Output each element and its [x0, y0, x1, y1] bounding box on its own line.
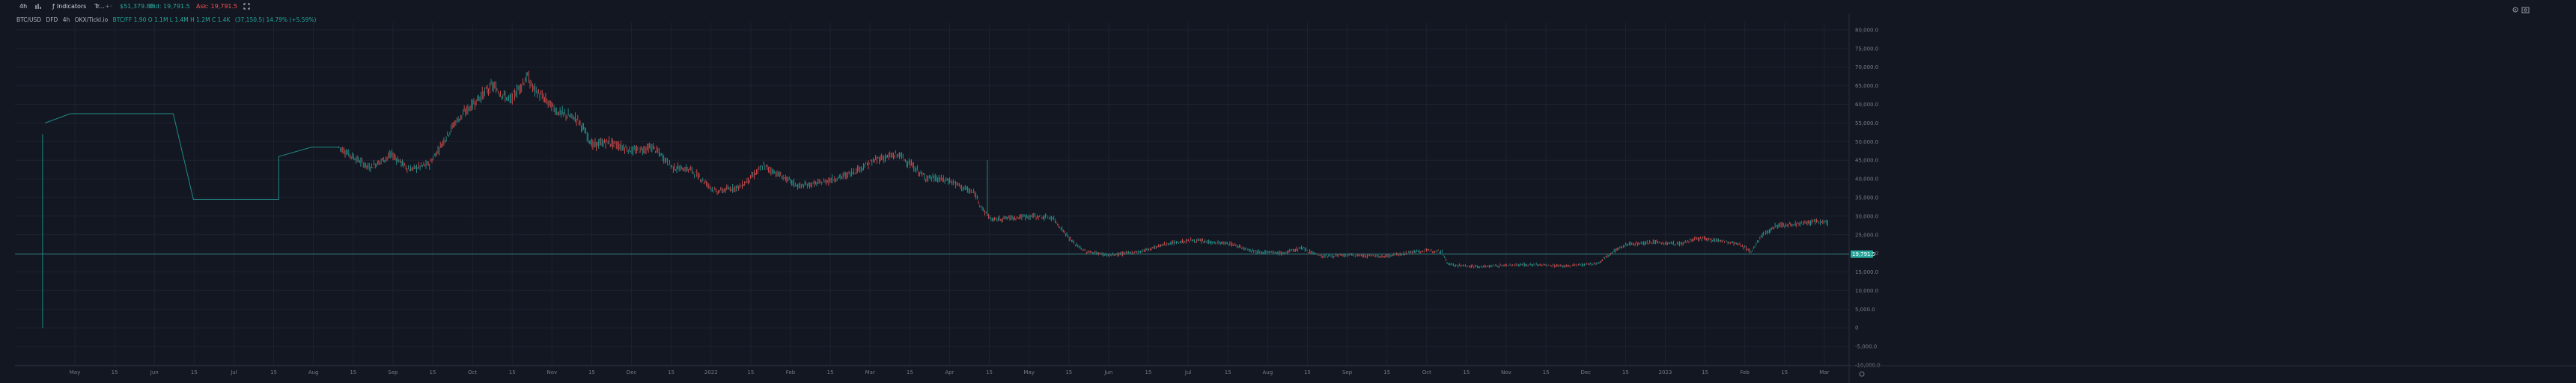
- x-axis-tick-label: 2022: [704, 370, 718, 376]
- chart-legend: BTC/USD DFD 4h OKX/Tickl.io BTC/FF 1.90 …: [16, 16, 319, 24]
- x-axis-tick-label: 15: [1225, 370, 1231, 376]
- target-icon[interactable]: ◦: [109, 3, 113, 10]
- x-axis-tick-label: 15: [509, 370, 516, 376]
- y-axis-tick-label: 70,000.0: [1855, 64, 1878, 70]
- y-axis-tick-label: 55,000.0: [1855, 120, 1878, 126]
- indicators-icon: ƒ: [52, 3, 55, 10]
- legend-change: (37,150.5) 14.79% (+5.59%): [234, 16, 317, 23]
- x-axis-tick-label: May: [1023, 370, 1034, 376]
- y-axis-tick-label: 35,000.0: [1855, 194, 1878, 200]
- x-axis-tick-label: 15: [1781, 370, 1788, 376]
- x-axis-tick-label: Jul: [230, 370, 237, 376]
- x-axis-tick-label: 15: [1145, 370, 1152, 376]
- x-axis-tick-label: 15: [827, 370, 834, 376]
- x-axis-tick-label: 15: [430, 370, 436, 376]
- x-axis-tick-label: 15: [747, 370, 754, 376]
- x-axis-tick-label: Sep: [388, 370, 398, 376]
- x-axis-tick-label: 15: [191, 370, 198, 376]
- x-axis-tick-label: Mar: [865, 370, 875, 376]
- compare-icon[interactable]: [35, 3, 42, 10]
- x-axis-tick-label: 15: [1702, 370, 1708, 376]
- gear-icon[interactable]: [2512, 2, 2519, 16]
- x-axis-tick-label: 15: [1065, 370, 1072, 376]
- x-axis-tick-label: Oct: [468, 370, 477, 376]
- x-axis-tick-label: 2023: [1659, 370, 1672, 376]
- plus-icon[interactable]: +: [105, 3, 110, 10]
- y-axis-tick-label: 75,000.0: [1855, 46, 1878, 52]
- price-badge: [1851, 250, 1873, 258]
- x-axis-tick-label: Nov: [546, 370, 557, 376]
- x-axis-tick-label: Apr: [945, 370, 954, 376]
- x-axis-tick-label: Dec: [627, 370, 637, 376]
- series-step-line: [45, 113, 339, 200]
- x-axis-tick-label: Jun: [150, 370, 159, 376]
- y-axis-tick-label: 25,000.0: [1855, 232, 1878, 238]
- x-axis-tick-label: 15: [907, 370, 913, 376]
- x-axis-tick-label: 15: [986, 370, 993, 376]
- fullscreen-icon[interactable]: [243, 3, 250, 10]
- x-axis-tick-label: 15: [668, 370, 675, 376]
- x-axis-tick-label: Oct: [1422, 370, 1431, 376]
- interval-button[interactable]: 4h: [19, 3, 28, 10]
- y-axis-tick-label: 15,000.0: [1855, 269, 1878, 275]
- x-axis-tick-label: Jul: [1184, 370, 1192, 376]
- legend-exchange: OKX/Tickl.io: [74, 16, 109, 23]
- legend-symbol: BTC/USD: [16, 16, 42, 23]
- legend-ohlc: BTC/FF 1.90 O 1.1M L 1.4M H 1.2M C 1.4K: [112, 16, 231, 23]
- current-price: $51,379.80: [120, 3, 154, 10]
- x-axis-tick-label: Aug: [308, 370, 319, 376]
- bid-price: Bid: 19,791.5: [150, 3, 190, 10]
- x-axis-tick-label: 15: [270, 370, 277, 376]
- x-axis-tick-label: Nov: [1501, 370, 1511, 376]
- y-axis-tick-label: 5,000.0: [1855, 307, 1875, 313]
- camera-icon[interactable]: [2521, 2, 2530, 16]
- x-axis-tick-label: 15: [112, 370, 118, 376]
- x-axis-tick-label: 15: [1304, 370, 1311, 376]
- y-axis-tick-label: 0: [1855, 325, 1858, 331]
- y-axis-tick-label: 45,000.0: [1855, 158, 1878, 164]
- top-toolbar: 4h ƒ Indicators Tr... + ◦ $51,379.80 Bid:…: [0, 0, 2576, 13]
- x-axis-tick-label: Dec: [1580, 370, 1591, 376]
- y-axis-tick-label: 80,000.0: [1855, 27, 1878, 33]
- x-axis-tick-label: 15: [1622, 370, 1629, 376]
- x-axis-tick-label: Feb: [786, 370, 796, 376]
- x-axis-tick-label: Sep: [1342, 370, 1353, 376]
- symbol-button[interactable]: Tr...: [94, 3, 105, 10]
- x-axis-tick-label: Feb: [1740, 370, 1750, 376]
- x-axis-tick-label: May: [70, 370, 80, 376]
- axis-settings-icon[interactable]: [1859, 371, 1865, 377]
- y-axis-tick-label: -5,000.0: [1855, 344, 1877, 350]
- y-axis-tick-label: 60,000.0: [1855, 102, 1878, 108]
- y-axis-tick-label: 10,000.0: [1855, 288, 1878, 294]
- legend-broker: DFD: [46, 16, 58, 23]
- y-axis-tick-label: 30,000.0: [1855, 213, 1878, 219]
- legend-interval: 4h: [62, 16, 70, 23]
- x-axis-tick-label: 15: [588, 370, 595, 376]
- indicators-button[interactable]: ƒ Indicators: [52, 3, 86, 10]
- x-axis-tick-label: Aug: [1262, 370, 1273, 376]
- x-axis-tick-label: 15: [350, 370, 356, 376]
- y-axis-tick-label: 40,000.0: [1855, 177, 1878, 183]
- x-axis-tick-label: Jun: [1103, 370, 1112, 376]
- x-axis-tick-label: 15: [1463, 370, 1470, 376]
- x-axis-tick-label: 15: [1543, 370, 1550, 376]
- price-badge-label: 19,791.5: [1852, 251, 1875, 257]
- y-axis-tick-label: 65,000.0: [1855, 83, 1878, 89]
- indicators-label: Indicators: [56, 3, 87, 10]
- x-axis-tick-label: 15: [1383, 370, 1390, 376]
- x-axis-tick-label: Mar: [1819, 370, 1829, 376]
- ask-price: Ask: 19,791.5: [196, 3, 238, 10]
- y-axis-tick-label: 50,000.0: [1855, 139, 1878, 145]
